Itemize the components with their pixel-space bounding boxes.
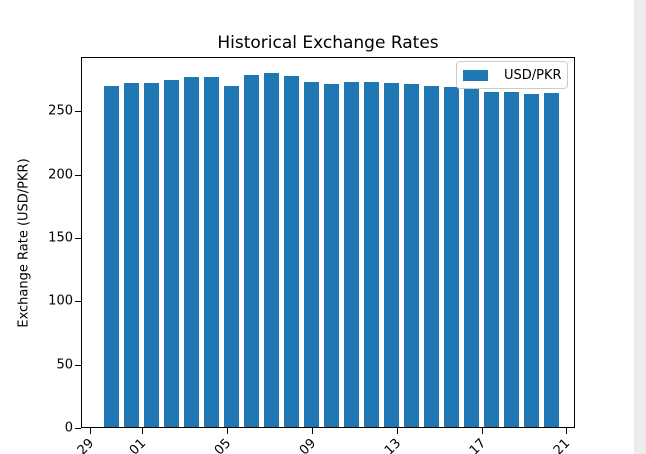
y-tick-label: 150: [48, 230, 73, 246]
y-axis-label: Exchange Rate (USD/PKR): [16, 158, 32, 328]
chart-title: Historical Exchange Rates: [217, 33, 439, 53]
y-tick-label: 0: [64, 420, 73, 436]
y-tick-mark: [75, 301, 81, 303]
bar: [204, 76, 219, 427]
x-tick-label: 09: [297, 436, 320, 454]
x-tick-label: 21: [551, 436, 574, 454]
bar: [324, 84, 339, 427]
bar: [484, 91, 499, 427]
x-tick-mark: [397, 428, 398, 434]
plot-area: [81, 57, 575, 428]
bar: [344, 81, 359, 427]
bar: [144, 83, 159, 427]
x-tick-label: 17: [467, 436, 490, 454]
bar: [284, 76, 299, 427]
bar: [264, 72, 279, 427]
x-tick-label: 01: [127, 436, 150, 454]
bar: [544, 93, 559, 427]
bar: [504, 92, 519, 427]
bar: [104, 85, 119, 427]
x-tick-label: 05: [212, 436, 235, 454]
x-tick-label: 13: [382, 436, 405, 454]
y-tick-label: 50: [56, 357, 73, 373]
y-tick-mark: [75, 428, 81, 429]
x-tick-mark: [142, 428, 143, 434]
x-tick-label: 29: [75, 436, 98, 454]
legend-label: USD/PKR: [504, 67, 562, 83]
bar: [184, 76, 199, 427]
legend-swatch-icon: [463, 69, 488, 81]
y-tick-mark: [75, 238, 81, 240]
legend: USD/PKR: [456, 61, 568, 89]
y-tick-mark: [75, 364, 81, 366]
bar: [244, 75, 259, 427]
bar: [124, 83, 139, 427]
bar: [524, 94, 539, 427]
bar: [364, 81, 379, 427]
bar: [424, 85, 439, 427]
x-tick-mark: [482, 428, 483, 434]
bar: [444, 86, 459, 427]
x-tick-mark: [566, 428, 567, 434]
bar: [384, 83, 399, 427]
bar: [464, 89, 479, 427]
x-tick-mark: [312, 428, 313, 434]
y-tick-mark: [75, 111, 81, 113]
y-tick-label: 100: [48, 293, 73, 309]
bar: [164, 80, 179, 427]
x-tick-mark: [227, 428, 228, 434]
bar: [404, 84, 419, 427]
y-tick-mark: [75, 174, 81, 176]
page-background-strip: [634, 0, 646, 454]
x-tick-mark: [90, 428, 91, 434]
bar: [224, 85, 239, 427]
y-tick-label: 200: [48, 167, 73, 183]
bar: [304, 81, 319, 427]
y-tick-label: 250: [48, 103, 73, 119]
